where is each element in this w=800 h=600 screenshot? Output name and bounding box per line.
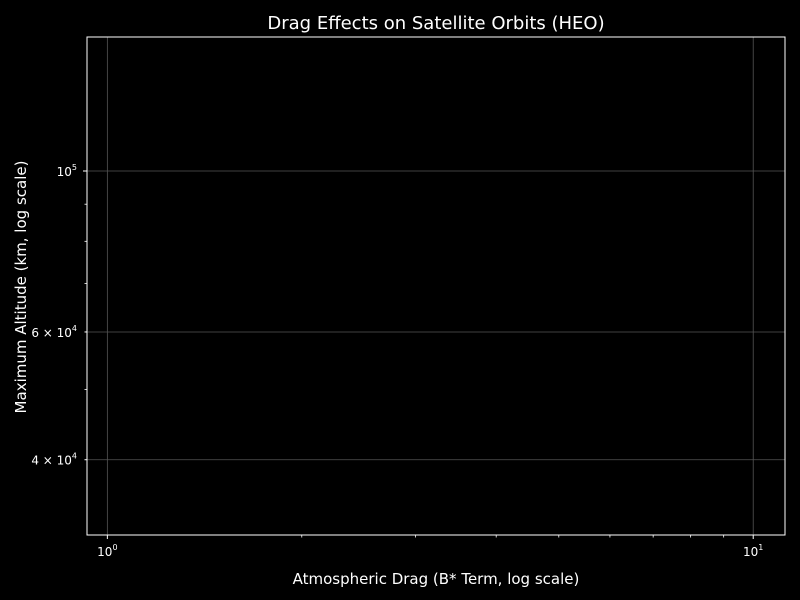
x-tick-base: 10 — [97, 545, 112, 559]
y-tick-base: 6 × 10 — [31, 326, 72, 340]
y-tick-label: 6 × 104 — [31, 324, 77, 340]
y-tick-label: 105 — [57, 163, 77, 179]
y-tick-exponent: 4 — [72, 324, 77, 333]
chart-title: Drag Effects on Satellite Orbits (HEO) — [267, 13, 604, 34]
x-axis-label: Atmospheric Drag (B* Term, log scale) — [293, 570, 580, 588]
plot-area — [86, 36, 786, 536]
y-tick-label: 4 × 104 — [31, 452, 77, 468]
y-tick-base: 10 — [57, 165, 72, 179]
x-tick-exponent: 0 — [112, 543, 117, 552]
x-tick-base: 10 — [743, 545, 758, 559]
y-tick-exponent: 5 — [72, 163, 77, 172]
x-tick-label: 100 — [97, 543, 117, 559]
y-axis-label: Maximum Altitude (km, log scale) — [12, 161, 30, 414]
x-tick-exponent: 1 — [758, 543, 763, 552]
grid — [87, 37, 785, 535]
y-tick-base: 4 × 10 — [31, 454, 72, 468]
y-tick-exponent: 4 — [72, 452, 77, 461]
x-tick-label: 101 — [743, 543, 763, 559]
